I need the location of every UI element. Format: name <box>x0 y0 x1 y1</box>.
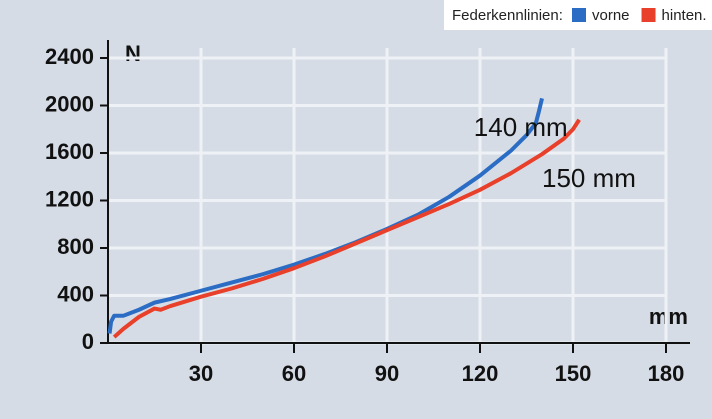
y-tick-label: 2000 <box>45 91 94 116</box>
x-tick-label: 150 <box>555 361 592 386</box>
legend-swatch <box>572 8 586 22</box>
y-tick-label: 1200 <box>45 186 94 211</box>
annotation: 150 mm <box>542 163 636 193</box>
line <box>107 97 544 334</box>
y-tick-label: 400 <box>57 281 94 306</box>
y-tick-label: 800 <box>57 234 94 259</box>
y-axis-label: N <box>125 41 141 66</box>
y-tick-label: 1600 <box>45 139 94 164</box>
legend-label: vorne <box>592 7 630 24</box>
x-axis-label: mm <box>649 304 688 329</box>
x-tick-label: 180 <box>648 361 685 386</box>
legend-title: Federkennlinien: <box>452 7 563 24</box>
y-tick-label: 0 <box>82 329 94 354</box>
x-tick-label: 60 <box>282 361 306 386</box>
legend-label: hinten. <box>662 7 707 24</box>
x-tick-label: 30 <box>189 361 213 386</box>
x-tick-label: 90 <box>375 361 399 386</box>
line <box>112 118 581 339</box>
legend-swatch <box>641 8 656 22</box>
y-tick-label: 2400 <box>45 44 94 69</box>
x-tick-label: 120 <box>462 361 499 386</box>
annotation: 140 mm <box>474 112 568 142</box>
